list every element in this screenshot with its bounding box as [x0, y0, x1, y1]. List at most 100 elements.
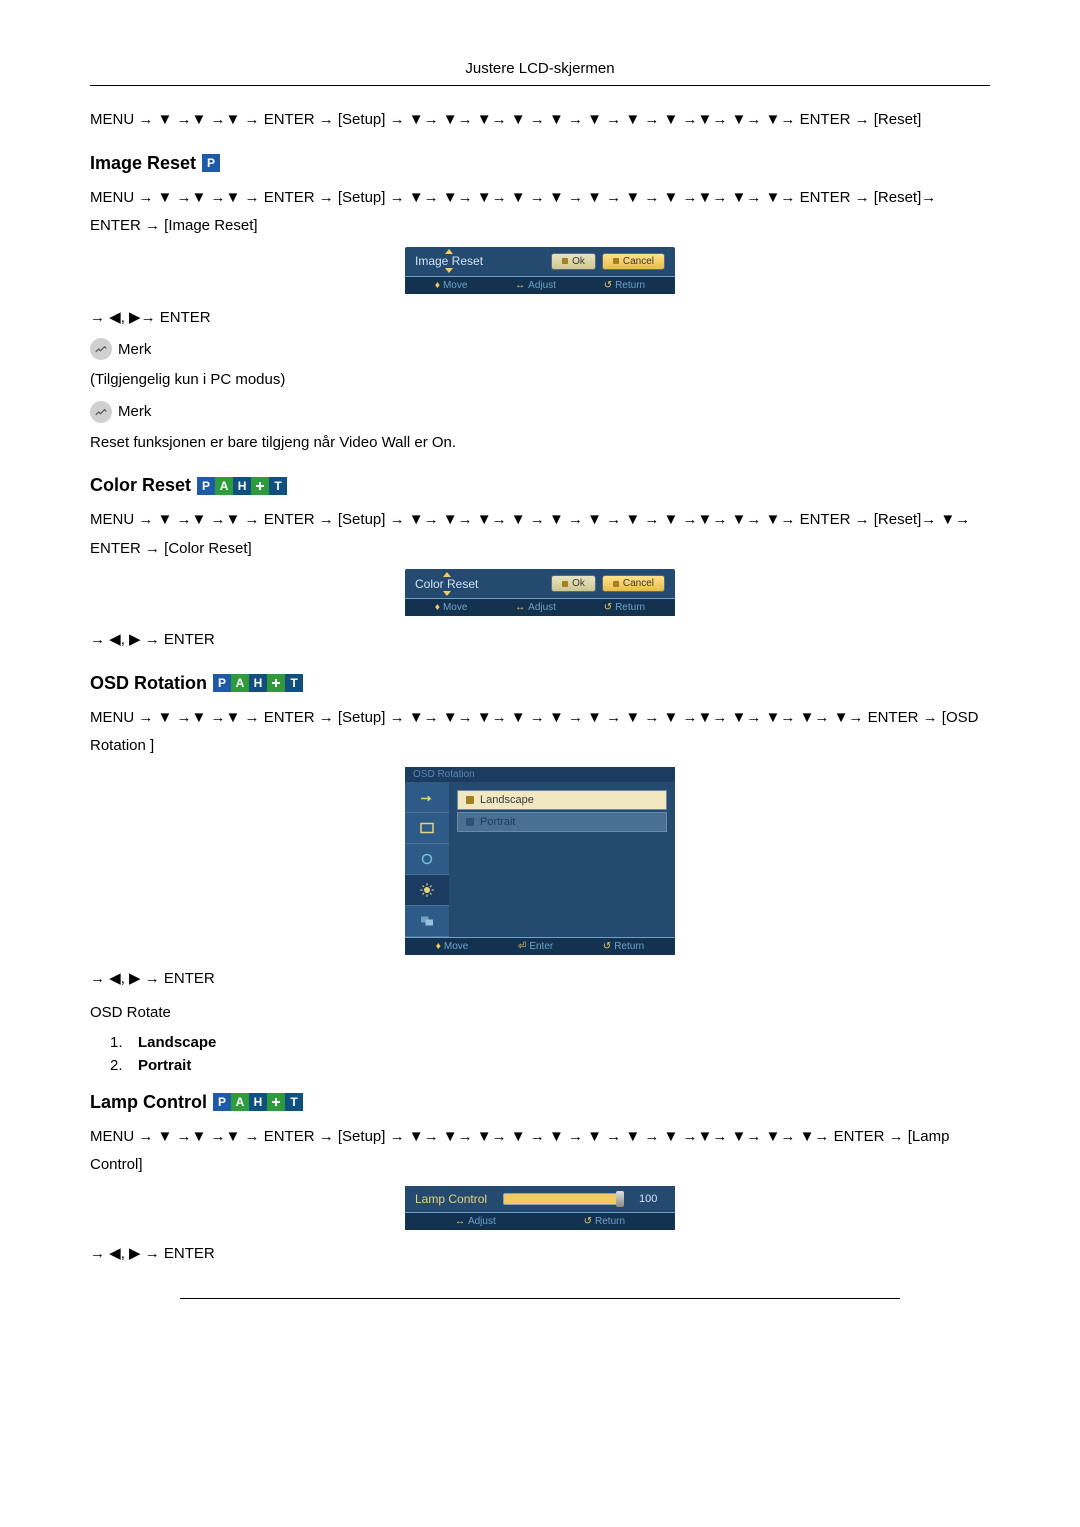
nav-enter-4: → ◀, ▶ → ENTER [90, 1240, 990, 1269]
updown-icon: ♦ [435, 602, 440, 613]
osd-cancel-button[interactable]: Cancel [602, 253, 665, 270]
return-icon: ↺ [604, 280, 612, 291]
path-color-reset: MENU → ▼ →▼ →▼ → ENTER → [Setup] → ▼→ ▼→… [90, 506, 990, 563]
check-icon [466, 818, 474, 826]
hint-return: ↺Return [604, 602, 645, 613]
heading-lamp-control-text: Lamp Control [90, 1092, 207, 1113]
hint-adjust: ↔Adjust [455, 1216, 496, 1227]
list-item: 1.Landscape [110, 1034, 990, 1051]
badge-t-icon: T [269, 477, 287, 495]
lamp-slider[interactable] [503, 1193, 623, 1205]
badge-t-icon: T [285, 674, 303, 692]
heading-image-reset-text: Image Reset [90, 153, 196, 174]
slider-knob-icon[interactable] [616, 1191, 624, 1207]
orientation-list: 1.Landscape 2.Portrait [110, 1034, 990, 1074]
osd-color-reset: Color Reset Ok Cancel ♦Move ↔Adjust ↺Ret… [405, 569, 675, 616]
heading-color-reset: Color Reset P A H T [90, 475, 990, 496]
path-reset: MENU → ▼ →▼ →▼ → ENTER → [Setup] → ▼→ ▼→… [90, 106, 990, 135]
osd-cancel-button[interactable]: Cancel [602, 575, 665, 592]
leftright-icon: ↔ [455, 1216, 465, 1227]
note-row-2: Merk [90, 401, 990, 423]
badge-h-icon: H [233, 477, 251, 495]
badge-a-icon: A [231, 674, 249, 692]
osd-menu-tabs [405, 782, 449, 937]
hint-adjust: ↔Adjust [515, 280, 556, 291]
tab-setup-icon[interactable] [405, 875, 449, 906]
nav-enter-3: → ◀, ▶ → ENTER [90, 965, 990, 994]
osd-rotate-text: OSD Rotate [90, 999, 990, 1028]
path-lamp-control: MENU → ▼ →▼ →▼ → ENTER → [Setup] → ▼→ ▼→… [90, 1123, 990, 1180]
check-icon [613, 258, 619, 264]
return-icon: ↺ [603, 941, 611, 952]
heading-lamp-control: Lamp Control P A H T [90, 1092, 990, 1113]
badge-p-icon: P [197, 477, 215, 495]
note-icon [90, 338, 112, 360]
osd-ok-button[interactable]: Ok [551, 253, 596, 270]
option-landscape[interactable]: Landscape [457, 790, 667, 810]
hint-adjust: ↔Adjust [515, 602, 556, 613]
heading-osd-rotation-text: OSD Rotation [90, 673, 207, 694]
osd-menu-header: OSD Rotation [405, 767, 675, 782]
reset-note: Reset funksjonen er bare tilgjeng når Vi… [90, 429, 990, 458]
heading-image-reset: Image Reset P [90, 153, 990, 174]
option-portrait[interactable]: Portrait [457, 812, 667, 832]
tab-sound-icon[interactable] [405, 844, 449, 875]
badge-x-icon [251, 477, 269, 495]
check-icon [562, 258, 568, 264]
enter-icon: ⏎ [518, 941, 526, 952]
tab-picture-icon[interactable] [405, 813, 449, 844]
bottom-rule [180, 1298, 900, 1299]
badge-p-icon: P [213, 1093, 231, 1111]
pc-only-text: (Tilgjengelig kun i PC modus) [90, 366, 990, 395]
list-portrait: Portrait [138, 1057, 191, 1074]
note-icon [90, 401, 112, 423]
hint-move: ♦Move [435, 280, 468, 291]
hint-move: ♦Move [436, 941, 469, 952]
merk-label: Merk [118, 341, 151, 358]
badge-a-icon: A [231, 1093, 249, 1111]
lamp-value: 100 [639, 1193, 665, 1205]
hint-return: ↺Return [603, 941, 644, 952]
merk-label: Merk [118, 403, 151, 420]
path-osd-rotation: MENU → ▼ →▼ →▼ → ENTER → [Setup] → ▼→ ▼→… [90, 704, 990, 761]
heading-color-reset-text: Color Reset [90, 475, 191, 496]
osd-ok-button[interactable]: Ok [551, 575, 596, 592]
osd-image-reset: Image Reset Ok Cancel ♦Move ↔Adjust ↺Ret… [405, 247, 675, 294]
heading-osd-rotation: OSD Rotation P A H T [90, 673, 990, 694]
hint-return: ↺Return [604, 280, 645, 291]
badge-p-icon: P [202, 154, 220, 172]
check-icon [562, 581, 568, 587]
page-title: Justere LCD-skjermen [90, 60, 990, 77]
hint-move: ♦Move [435, 602, 468, 613]
path-image-reset: MENU → ▼ →▼ →▼ → ENTER → [Setup] → ▼→ ▼→… [90, 184, 990, 241]
updown-icon: ♦ [435, 280, 440, 291]
updown-icon: ♦ [436, 941, 441, 952]
check-icon [466, 796, 474, 804]
badge-x-icon [267, 674, 285, 692]
osd-image-reset-title: Image Reset [415, 254, 483, 268]
tab-input-icon[interactable] [405, 782, 449, 813]
list-landscape: Landscape [138, 1034, 216, 1051]
badge-t-icon: T [285, 1093, 303, 1111]
hint-return: ↺Return [584, 1216, 625, 1227]
badge-h-icon: H [249, 1093, 267, 1111]
nav-enter-1: → ◀, ▶→ ENTER [90, 304, 990, 333]
badge-h-icon: H [249, 674, 267, 692]
return-icon: ↺ [584, 1216, 592, 1227]
hint-enter: ⏎Enter [518, 941, 553, 952]
badge-p-icon: P [213, 674, 231, 692]
badge-x-icon [267, 1093, 285, 1111]
nav-enter-2: → ◀, ▶ → ENTER [90, 626, 990, 655]
osd-lamp-control: Lamp Control 100 ↔Adjust ↺Return [405, 1186, 675, 1230]
osd-menu-options: Landscape Portrait [449, 782, 675, 937]
note-row-1: Merk [90, 338, 990, 360]
check-icon [613, 581, 619, 587]
return-icon: ↺ [604, 602, 612, 613]
osd-lamp-title: Lamp Control [415, 1192, 487, 1206]
list-item: 2.Portrait [110, 1057, 990, 1074]
osd-color-reset-title: Color Reset [415, 577, 478, 591]
badge-a-icon: A [215, 477, 233, 495]
tab-multi-icon[interactable] [405, 906, 449, 937]
leftright-icon: ↔ [515, 602, 525, 613]
osd-rotation-menu: OSD Rotation Landscap [405, 767, 675, 955]
